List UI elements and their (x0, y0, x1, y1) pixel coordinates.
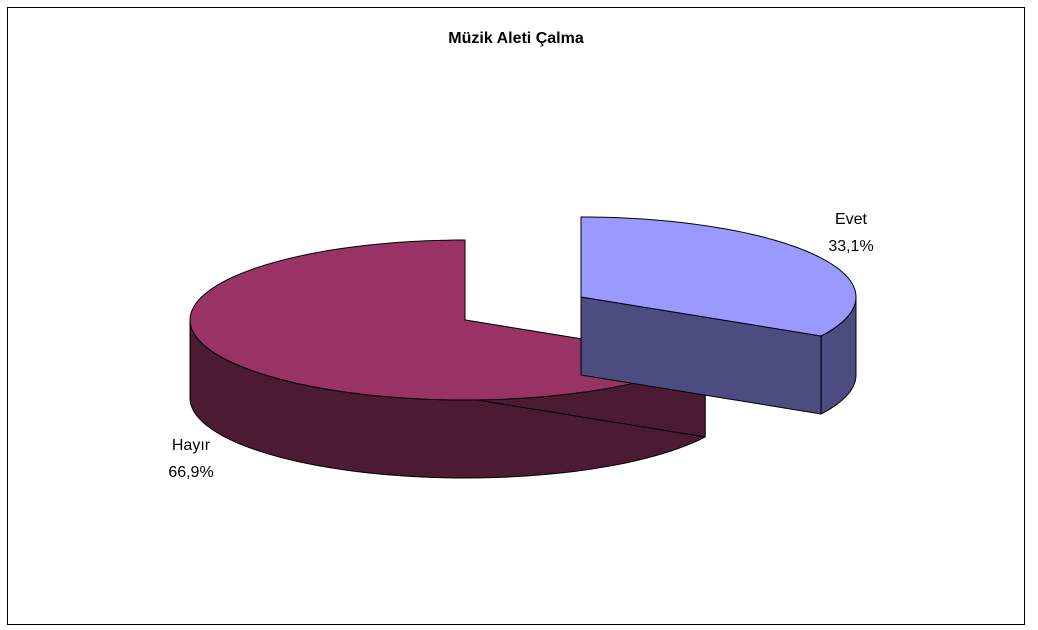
evet-category-label: Evet (835, 211, 868, 228)
chart-title: Müzik Aleti Çalma (448, 30, 584, 47)
hayir-value-label: 66,9% (168, 464, 213, 481)
hayir-slice (189, 239, 706, 401)
chart-area: Müzik Aleti Çalma Evet 33,1% Hayır 66,9% (7, 7, 1025, 625)
hayir-category-label: Hayır (172, 437, 211, 454)
pie-chart: Evet 33,1% Hayır 66,9% (168, 211, 873, 481)
evet-slice (580, 216, 857, 337)
evet-value-label: 33,1% (828, 238, 873, 255)
